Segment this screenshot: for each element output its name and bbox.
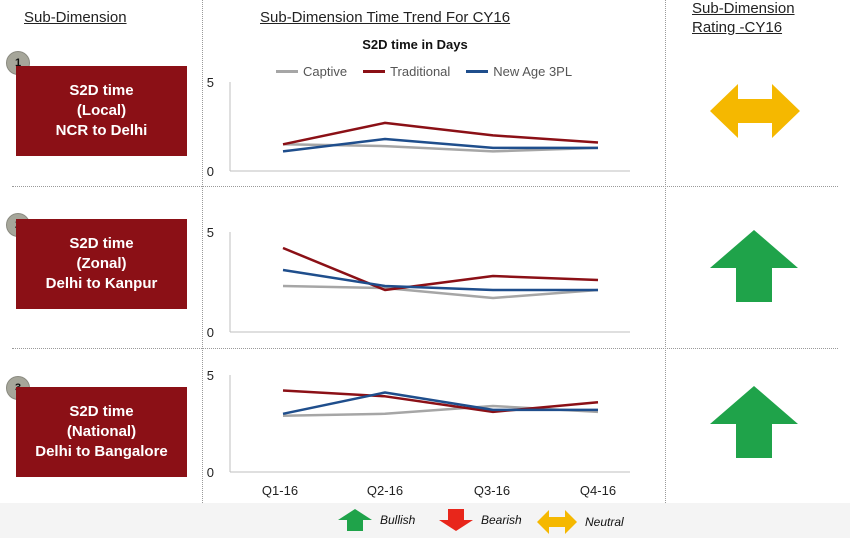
series-line-new-age-3pl: [282, 391, 598, 416]
key-bearish: Bearish: [437, 508, 522, 532]
neutral-key-icon: [537, 510, 577, 534]
series-line-traditional: [282, 389, 599, 414]
dimension-box-national: S2D time (National) Delhi to Bangalore: [16, 387, 187, 477]
dimension-label-line3: Delhi to Bangalore: [35, 443, 168, 460]
legend-new-age-3pl: New Age 3PL: [466, 64, 572, 79]
y-tick-label: 5: [207, 368, 214, 383]
dimension-label-line2: (Zonal): [76, 255, 127, 272]
y-tick-label: 5: [207, 225, 214, 240]
bearish-key-icon: [439, 509, 473, 531]
dimension-label-line3: NCR to Delhi: [55, 122, 148, 139]
divider-left: [202, 0, 203, 503]
dimension-label-line3: Delhi to Kanpur: [45, 275, 158, 292]
legend-captive-label: Captive: [303, 64, 348, 79]
x-tick-label: Q4-16: [579, 483, 617, 498]
chart-legend: Captive Traditional New Age 3PL: [276, 64, 572, 79]
legend-traditional-swatch: [363, 70, 386, 73]
legend-traditional-label: Traditional: [390, 64, 451, 79]
chart-subtitle: S2D time in Days: [362, 37, 468, 52]
x-tick-label: Q2-16: [366, 483, 404, 498]
y-tick-label: 0: [207, 325, 214, 340]
sub-dimension-header: Sub-Dimension: [24, 9, 127, 26]
key-neutral: Neutral: [535, 508, 624, 536]
x-tick-label: Q3-16: [473, 483, 511, 498]
dimension-label-line1: S2D time: [69, 235, 134, 252]
dimension-box-zonal: S2D time (Zonal) Delhi to Kanpur: [16, 219, 187, 309]
legend-new-age-3pl-label: New Age 3PL: [493, 64, 573, 79]
series-line-new-age-3pl: [282, 137, 598, 153]
x-tick-label: Q1-16: [261, 483, 299, 498]
legend-traditional: Traditional: [363, 64, 450, 79]
dimension-box-local: S2D time (Local) NCR to Delhi: [16, 66, 187, 156]
neutral-rating-icon: [710, 84, 800, 138]
bullish-key-icon: [338, 509, 372, 531]
series-line-traditional: [282, 121, 599, 146]
row-divider-2: [12, 348, 838, 349]
dimension-label-line2: (Local): [76, 102, 127, 119]
series-line-traditional: [282, 246, 599, 292]
rating-header-line1: Sub-Dimension: [692, 0, 795, 17]
series-line-new-age-3pl: [282, 268, 598, 292]
series-line-captive: [282, 284, 599, 300]
key-bar: [0, 503, 850, 538]
row-divider-1: [12, 186, 838, 187]
trend-title: Sub-Dimension Time Trend For CY16: [260, 9, 511, 26]
dimension-label-line1: S2D time: [69, 403, 134, 420]
y-tick-label: 0: [207, 164, 214, 179]
rating-header-line2: Rating -CY16: [692, 19, 783, 36]
legend-captive: Captive: [276, 64, 347, 79]
legend-new-age-3pl-swatch: [466, 70, 489, 73]
key-bullish: Bullish: [336, 508, 415, 532]
dimension-label-line2: (National): [66, 423, 137, 440]
y-tick-label: 5: [207, 75, 214, 90]
bullish-rating-icon: [710, 386, 798, 458]
y-tick-label: 0: [207, 465, 214, 480]
key-bullish-label: Bullish: [380, 513, 416, 527]
legend-captive-swatch: [276, 70, 298, 73]
key-bearish-label: Bearish: [481, 513, 522, 527]
dimension-label-line1: S2D time: [69, 82, 134, 99]
divider-right: [665, 0, 666, 503]
bullish-rating-icon: [710, 230, 798, 302]
key-neutral-label: Neutral: [585, 515, 624, 529]
